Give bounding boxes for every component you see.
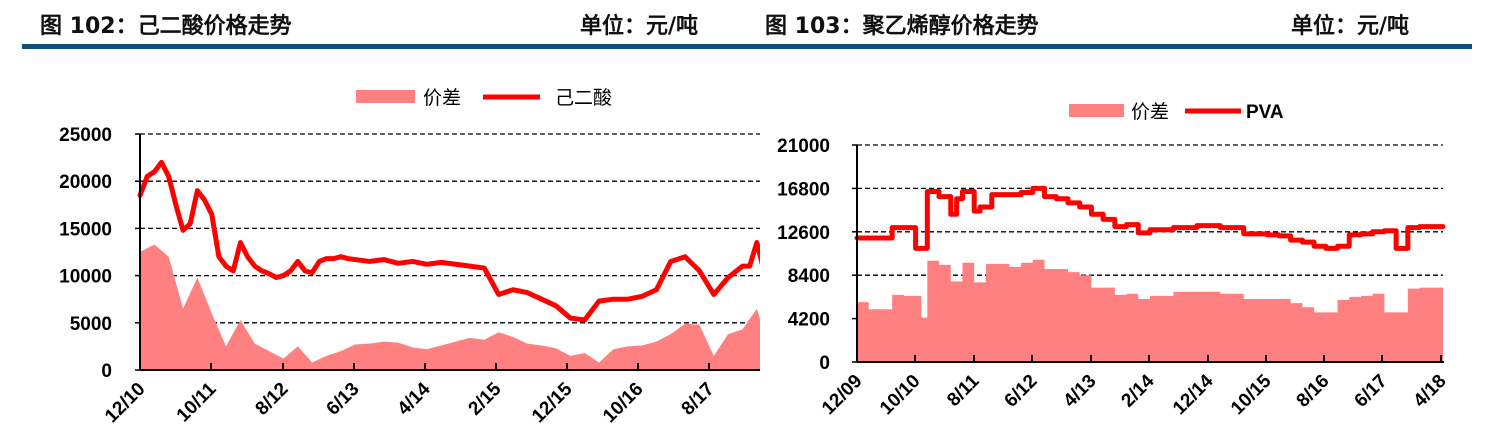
y-tick-label: 20000 [59,172,112,193]
x-tick-label: 12/09 [818,371,866,419]
x-tick-label: 10/16 [599,379,647,427]
x-tick-label: 4/14 [394,378,435,419]
y-tick-label: 25000 [59,125,112,146]
x-tick-label: 2/14 [1118,370,1159,411]
x-tick-label: 10/10 [876,371,924,419]
x-tick-label: 6/17 [1351,371,1392,412]
adipic-acid-chart: 价差 己二酸 0 5000 10000 15000 20000 25000 12/10 10… [59,87,760,427]
chart2-spread-area [857,259,1443,362]
y-tick-label: 4200 [788,310,830,331]
chart1-spread-area [140,244,760,370]
chart2-y-tick-labels: 0 4200 8400 12600 16800 21000 [777,136,830,374]
legend-spread-label: 价差 [1131,101,1169,123]
y-tick-label: 12600 [777,223,830,244]
x-tick-label: 10/15 [1227,370,1276,419]
x-tick-label: 12/10 [101,379,149,427]
chart1-y-tick-labels: 0 5000 10000 15000 20000 25000 [59,125,112,382]
y-tick-label: 0 [819,353,830,374]
y-tick-label: 16800 [777,179,830,200]
y-tick-label: 0 [101,361,112,382]
spread-area [140,244,760,370]
y-tick-label: 5000 [70,314,112,335]
chart1-axes [135,133,760,371]
x-tick-label: 8/12 [252,379,293,420]
spread-area [857,259,1443,362]
y-tick-label: 15000 [59,219,112,240]
figure-103-header-rule [750,44,1472,49]
figure-102-header-rule [22,44,750,49]
chart1-gridlines [140,133,760,324]
figure-102-title: 图 102：己二酸价格走势 [40,14,292,39]
x-tick-label: 8/17 [678,379,719,420]
x-tick-label: 4/13 [1060,371,1101,412]
x-tick-label: 12/14 [1169,370,1218,419]
legend-spread-label: 价差 [423,87,461,109]
x-tick-label: 10/11 [173,378,221,426]
x-tick-label: 6/12 [1001,371,1042,412]
figure-102-header: 图 102：己二酸价格走势 单位：元/吨 [0,0,750,49]
figure-103-unit: 单位：元/吨 [1291,14,1410,39]
figure-102-unit: 单位：元/吨 [580,14,699,39]
legend-adipic-label: 己二酸 [555,87,612,109]
chart1-legend: 价差 己二酸 [356,87,612,109]
chart1-x-tick-labels: 12/10 10/11 8/12 6/13 4/14 2/15 12/15 10/16 8/17 [101,378,718,427]
x-tick-label: 8/16 [1293,371,1334,412]
legend-pva-label: PVA [1246,102,1284,123]
chart2-pva-line [854,185,1446,251]
chart2-x-tick-labels: 12/09 10/10 8/11 6/12 4/13 2/14 12/14 10/15 8/16… [818,370,1450,419]
y-tick-label: 8400 [788,266,830,287]
x-tick-label: 6/13 [323,379,364,420]
x-tick-label: 2/15 [465,378,506,419]
price-line [137,159,760,323]
x-tick-label: 8/11 [943,370,984,411]
y-tick-label: 10000 [59,267,112,288]
legend-spread-swatch [1069,104,1124,117]
chart2-legend: 价差 PVA [1069,101,1284,123]
x-tick-label: 12/15 [528,378,577,427]
y-tick-label: 21000 [777,136,830,157]
figure-103-title: 图 103：聚乙烯醇价格走势 [765,14,1039,39]
chart1-adipic-line [137,159,760,323]
chart2-axes [852,144,1444,363]
legend-spread-swatch [356,90,415,103]
price-line [854,185,1446,251]
figure-103-header: 图 103：聚乙烯醇价格走势 单位：元/吨 [750,0,1500,49]
x-tick-label: 4/18 [1410,371,1451,412]
